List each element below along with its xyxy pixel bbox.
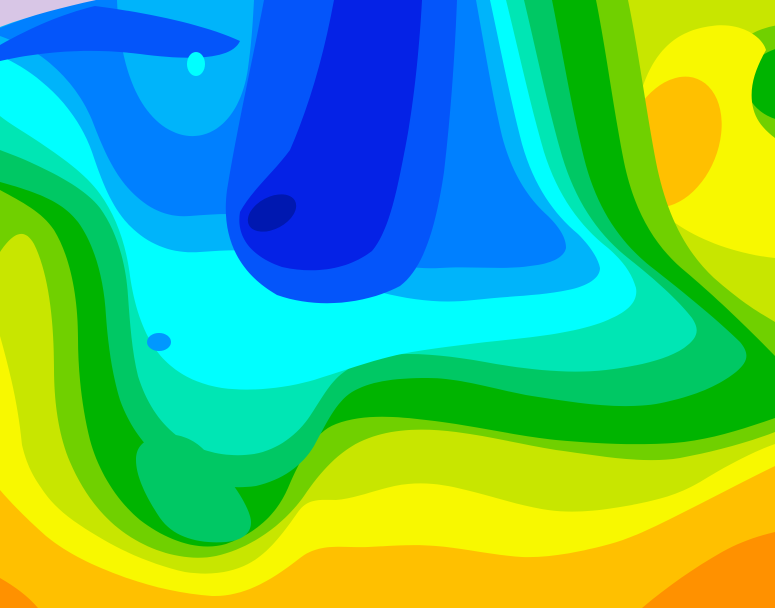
blue-spot-in-cyan-pool [147,333,171,351]
band-orange-bottom-left [0,578,38,608]
band-gold-bottom [0,466,775,608]
thistle-sliver-top-left [0,0,96,27]
band-blue-arc-top-left [0,6,240,61]
cyan-spot-top-left [187,52,205,76]
band-orange-bottom-right [642,532,775,608]
band-yellow-bottom [0,336,775,608]
emerald-pocket-bottom-left [136,434,251,543]
cold-core-minimum [247,194,297,232]
